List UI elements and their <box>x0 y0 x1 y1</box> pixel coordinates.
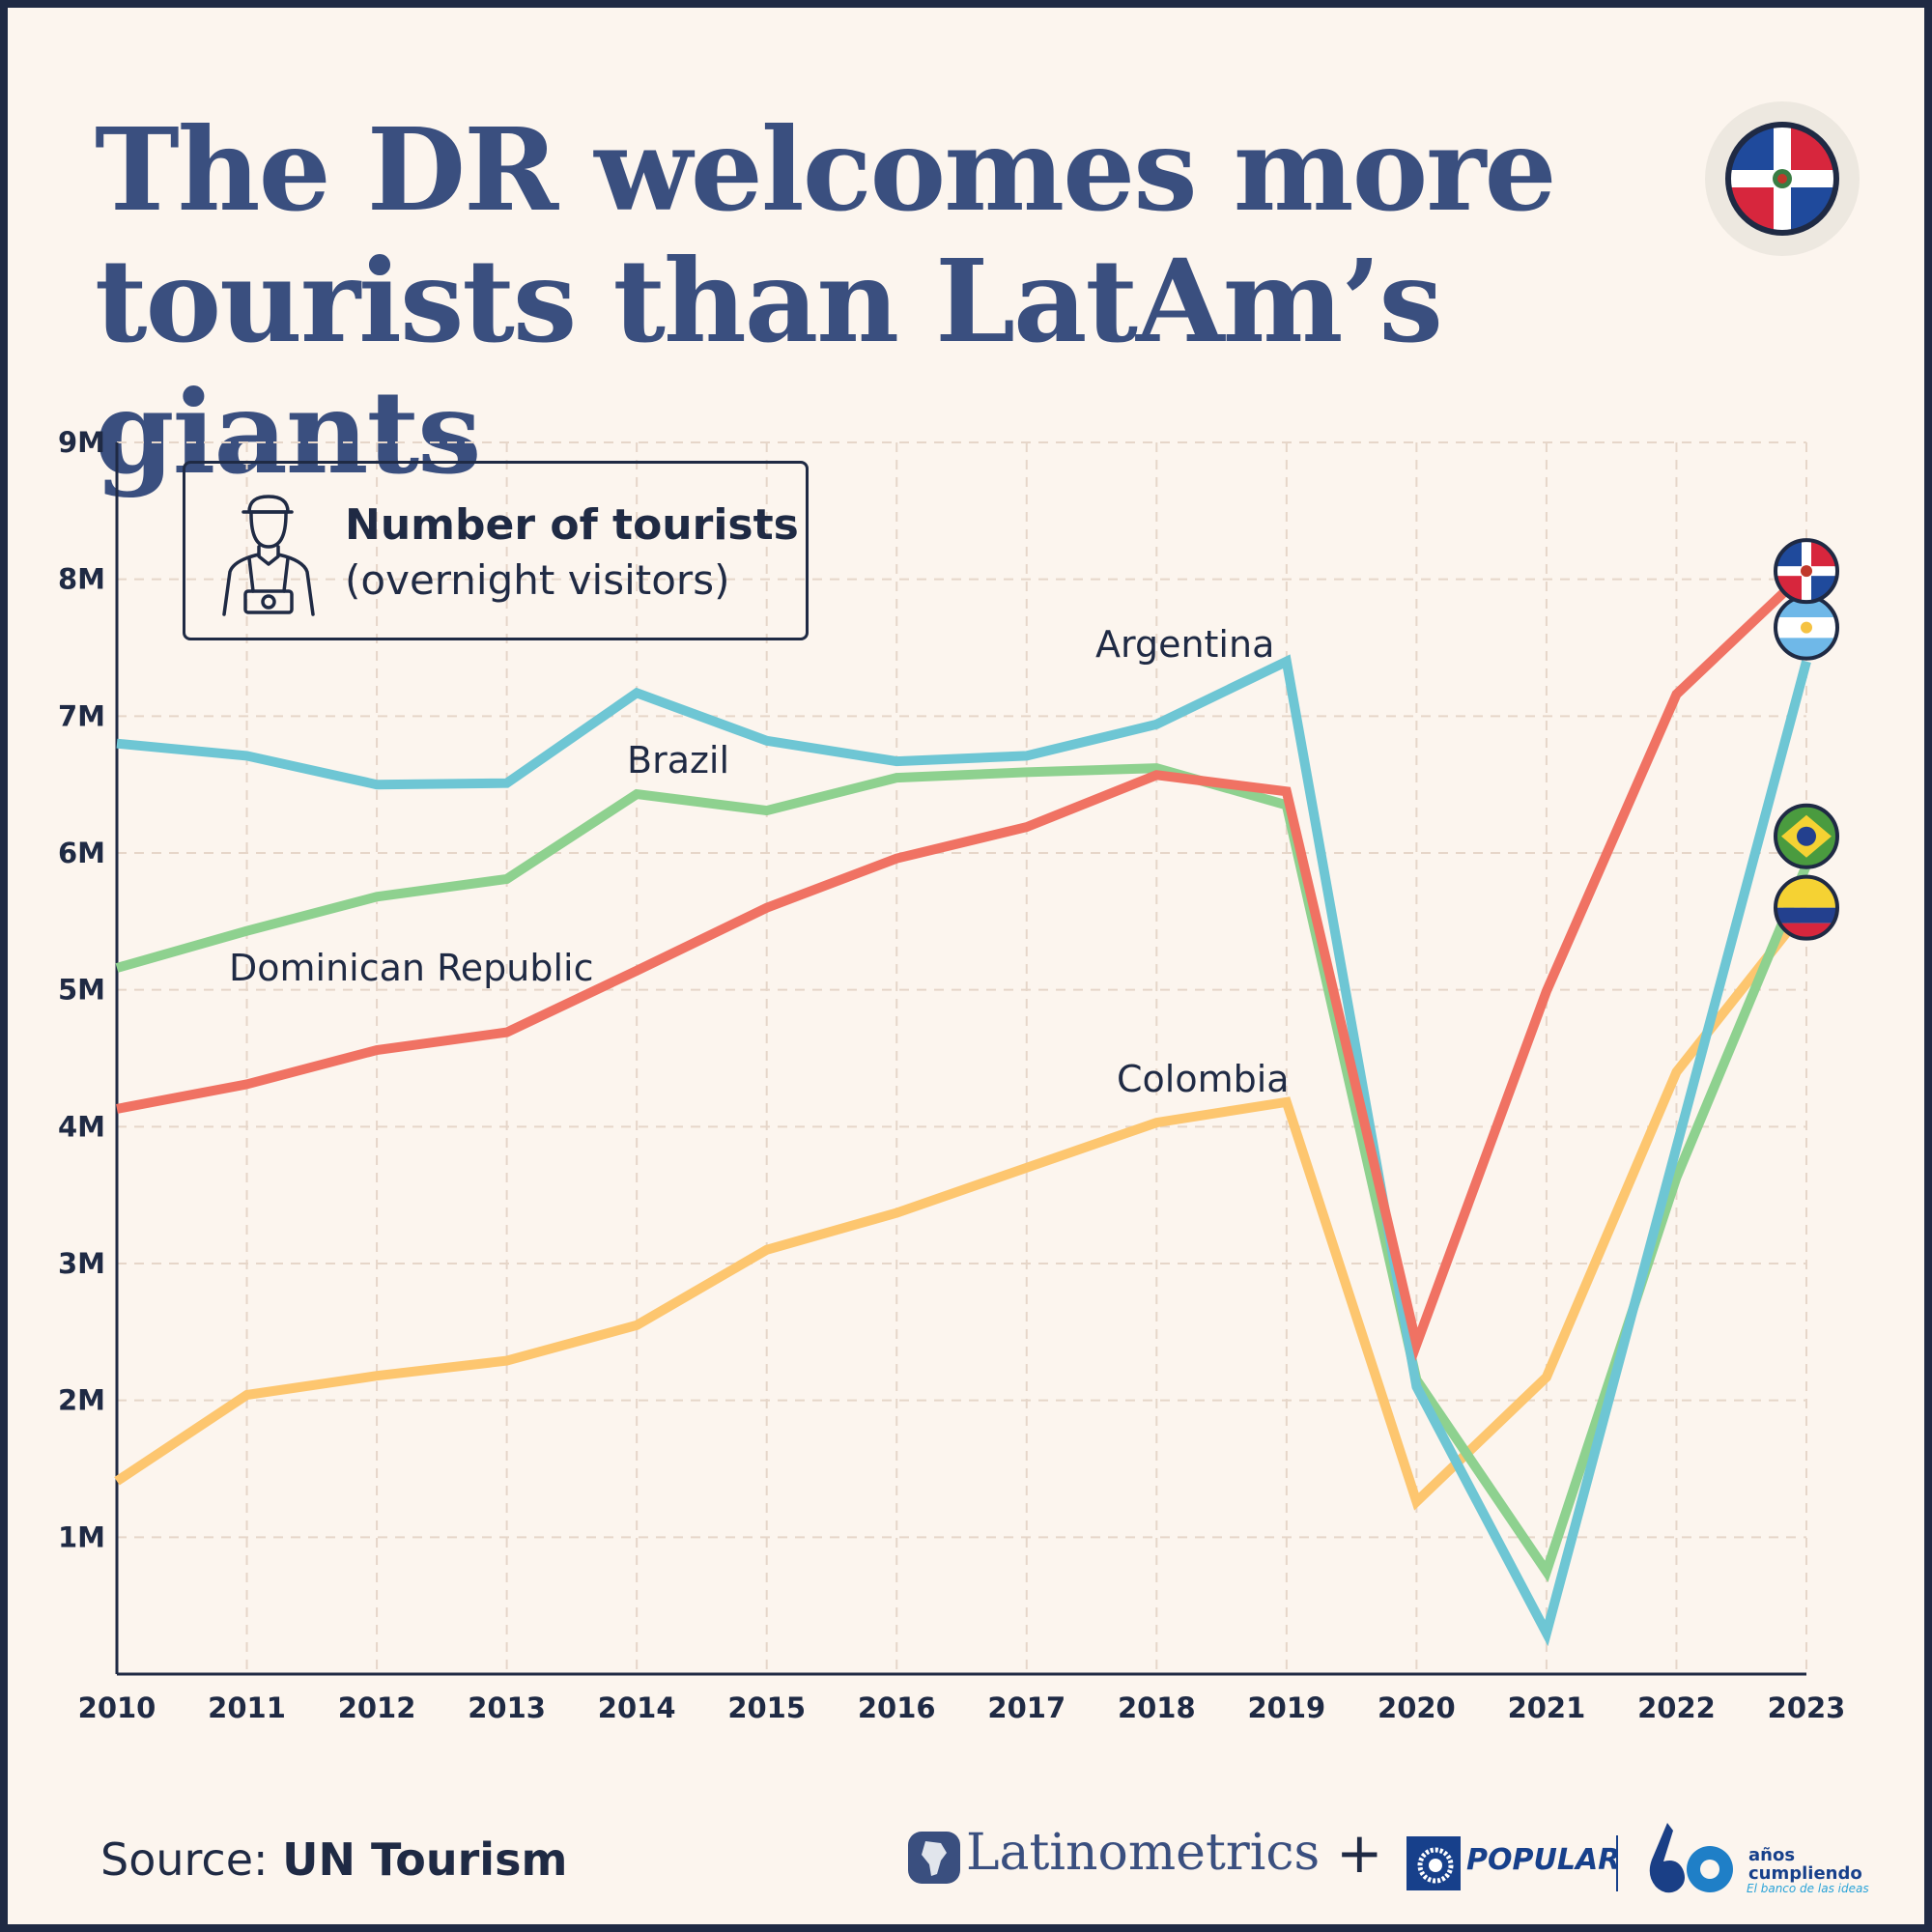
y-tick-label: 4M <box>58 1110 105 1143</box>
y-tick-label: 6M <box>58 837 105 869</box>
x-tick-label: 2020 <box>1378 1691 1456 1724</box>
legend-title: Number of tourists <box>345 500 799 550</box>
series-line-dominican-republic <box>116 567 1810 1361</box>
dominican-republic-flag-icon <box>1774 538 1839 605</box>
series-label-colombia: Colombia <box>1117 1058 1290 1100</box>
series-label-argentina: Argentina <box>1095 623 1274 666</box>
logo-divider <box>1616 1835 1618 1891</box>
legend-subtitle: (overnight visitors) <box>345 556 730 604</box>
x-tick-label: 2010 <box>78 1691 156 1724</box>
x-tick-label: 2013 <box>468 1691 546 1724</box>
gridlines <box>117 441 1807 1674</box>
plus-sign: + <box>1336 1820 1383 1886</box>
x-tick-label: 2017 <box>987 1691 1065 1724</box>
series-line-colombia <box>114 904 1810 1511</box>
bank-tagline: El banco de las ideas <box>1747 1882 1869 1895</box>
y-tick-label: 3M <box>58 1247 105 1280</box>
source-name: UN Tourism <box>282 1833 568 1886</box>
colombia-flag-icon <box>1774 874 1839 941</box>
y-tick-label: 1M <box>58 1520 105 1553</box>
brazil-flag-icon <box>1774 803 1839 869</box>
sixty-years-logo-icon <box>1649 1823 1733 1893</box>
end-flags <box>1774 538 1839 941</box>
dominican-republic-flag-badge-icon <box>1705 101 1860 256</box>
series-line-argentina <box>116 654 1811 1647</box>
x-tick-label: 2011 <box>208 1691 286 1724</box>
x-tick-label: 2012 <box>338 1691 416 1724</box>
line-chart: 1M 2M 3M 4M 5M 6M 7M 8M 9M 2010 2011 2012 2013 2014 20… <box>58 426 1845 1724</box>
x-tick-label: 2014 <box>598 1691 676 1724</box>
series-label-brazil: Brazil <box>627 739 729 781</box>
legend-box: Number of tourists (overnight visitors) <box>183 461 809 640</box>
x-tick-label: 2015 <box>727 1691 806 1724</box>
y-tick-label: 9M <box>58 426 105 459</box>
x-tick-label: 2019 <box>1247 1691 1325 1724</box>
axes <box>115 442 1806 1676</box>
source-credit: Source: UN Tourism <box>100 1833 567 1886</box>
anos-cumpliendo-text: años cumpliendo <box>1748 1845 1862 1884</box>
infographic-frame: The DR welcomes more tourists than LatAm… <box>8 8 1924 1924</box>
latinometrics-wordmark: Latinometrics <box>966 1824 1321 1882</box>
y-tick-label: 8M <box>58 563 105 596</box>
series-labels: Argentina Brazil Dominican Republic Colo… <box>229 623 1290 1100</box>
argentina-flag-icon <box>1774 594 1839 661</box>
x-tick-label: 2021 <box>1508 1691 1586 1724</box>
x-tick-label: 2016 <box>858 1691 936 1724</box>
popular-logo-icon <box>1406 1836 1461 1890</box>
series-line-brazil <box>115 763 1811 1583</box>
source-prefix: Source: <box>100 1833 283 1886</box>
x-tick-label: 2018 <box>1118 1691 1196 1724</box>
y-tick-label: 5M <box>58 974 105 1007</box>
x-tick-label: 2023 <box>1768 1691 1846 1724</box>
popular-wordmark: POPULAR <box>1466 1843 1621 1877</box>
x-tick-label: 2022 <box>1637 1691 1716 1724</box>
latinometrics-logo-icon <box>908 1832 960 1884</box>
series-label-dominican-republic: Dominican Republic <box>229 947 593 989</box>
y-tick-label: 2M <box>58 1384 105 1417</box>
y-tick-label: 7M <box>58 699 105 732</box>
tick-labels: 1M 2M 3M 4M 5M 6M 7M 8M 9M 2010 2011 2012 2013 2014 20… <box>58 426 1845 1724</box>
series-lines <box>114 567 1811 1647</box>
tourist-with-camera-icon <box>222 495 315 616</box>
page-title: The DR welcomes more tourists than LatAm… <box>95 102 1557 499</box>
